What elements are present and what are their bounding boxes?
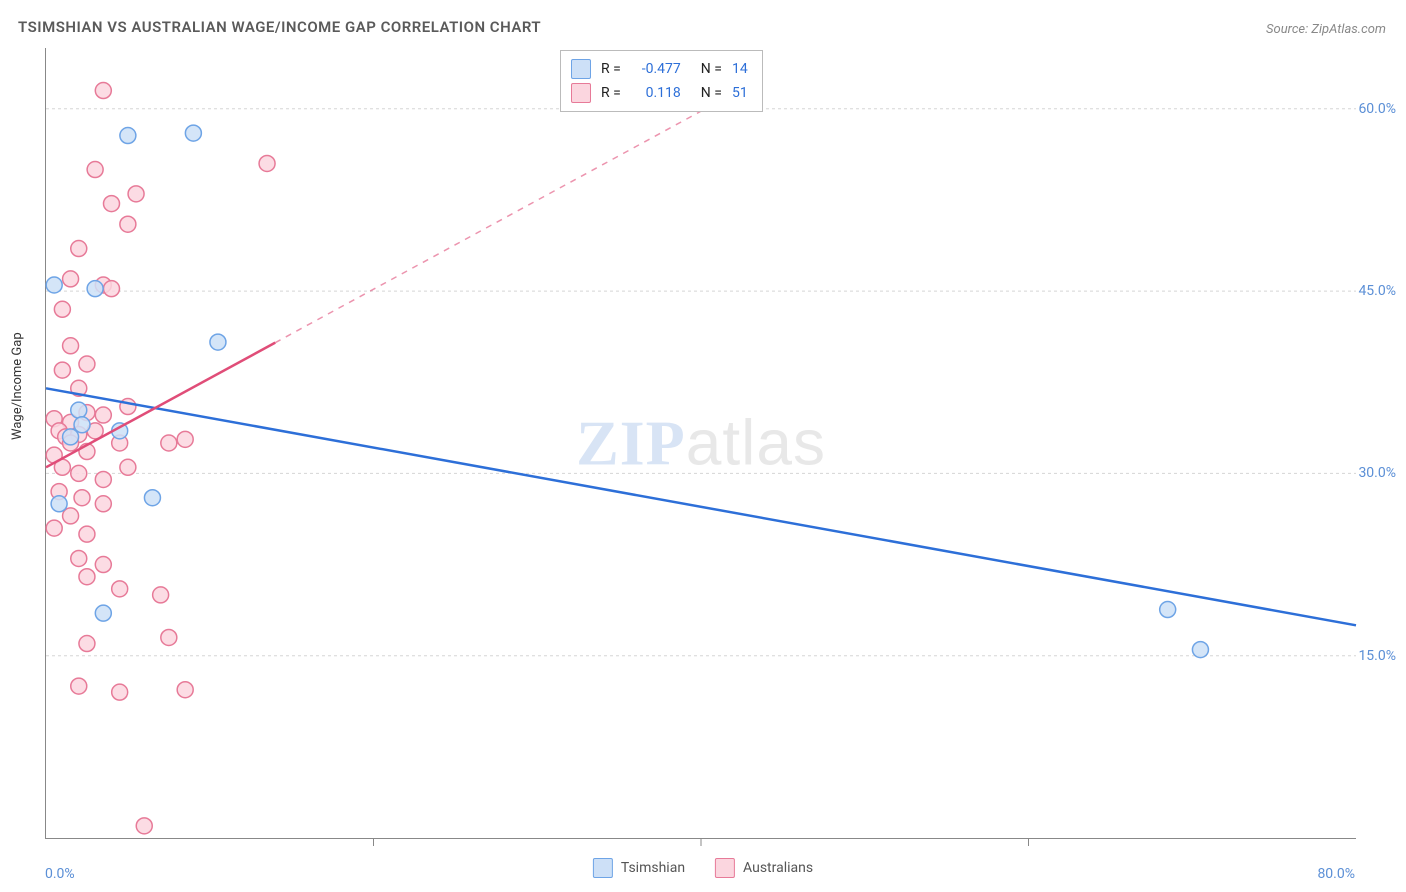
n-value: 51: [732, 81, 748, 105]
legend-item: Tsimshian: [593, 858, 685, 878]
stats-legend-box: R = -0.477 N = 14 R = 0.118 N = 51: [560, 50, 763, 112]
r-label: R =: [601, 57, 621, 81]
y-axis-label: Wage/Income Gap: [10, 332, 25, 440]
chart-svg: [46, 48, 1356, 838]
legend-label: Australians: [743, 860, 813, 876]
australians-point: [71, 465, 87, 481]
tsimshian-point: [1160, 602, 1176, 618]
australians-point: [95, 496, 111, 512]
australians-point: [104, 281, 120, 297]
australians-point: [153, 587, 169, 603]
y-tick-label: 45.0%: [1358, 283, 1396, 299]
australians-point: [95, 407, 111, 423]
legend-label: Tsimshian: [621, 860, 685, 876]
australians-point: [63, 338, 79, 354]
tsimshian-point: [74, 417, 90, 433]
stats-legend-row: R = -0.477 N = 14: [571, 57, 748, 81]
r-label: R =: [601, 81, 621, 105]
australians-point: [79, 636, 95, 652]
legend-item: Australians: [715, 858, 813, 878]
australians-point: [120, 459, 136, 475]
tsimshian-point: [95, 605, 111, 621]
australians-point: [79, 526, 95, 542]
tsimshian-point: [210, 334, 226, 350]
australians-point: [74, 490, 90, 506]
r-value: -0.477: [631, 57, 681, 81]
australians-point: [161, 435, 177, 451]
australians-point: [259, 155, 275, 171]
tsimshian-point: [185, 125, 201, 141]
tsimshian-point: [144, 490, 160, 506]
legend-swatch-icon: [593, 858, 613, 878]
n-value: 14: [732, 57, 748, 81]
australians-point: [104, 196, 120, 212]
tsimshian-trendline: [46, 388, 1356, 625]
australians-point: [46, 520, 62, 536]
australians-point: [71, 678, 87, 694]
y-tick-label: 15.0%: [1358, 648, 1396, 664]
australians-point: [177, 682, 193, 698]
australians-point: [161, 629, 177, 645]
australians-point: [95, 471, 111, 487]
chart-container: TSIMSHIAN VS AUSTRALIAN WAGE/INCOME GAP …: [0, 0, 1406, 892]
australians-point: [112, 684, 128, 700]
r-value: 0.118: [631, 81, 681, 105]
tsimshian-point: [51, 496, 67, 512]
australians-point: [177, 431, 193, 447]
legend-swatch-icon: [571, 59, 591, 79]
australians-point: [112, 581, 128, 597]
australians-point: [71, 550, 87, 566]
x-tick-label: 80.0%: [1317, 866, 1355, 882]
australians-trendline-extrapolated: [275, 84, 750, 342]
chart-title: TSIMSHIAN VS AUSTRALIAN WAGE/INCOME GAP …: [18, 18, 541, 36]
tsimshian-point: [71, 402, 87, 418]
australians-point: [54, 362, 70, 378]
tsimshian-point: [87, 281, 103, 297]
australians-point: [79, 356, 95, 372]
tsimshian-point: [1192, 642, 1208, 658]
stats-legend-row: R = 0.118 N = 51: [571, 81, 748, 105]
legend-swatch-icon: [571, 83, 591, 103]
tsimshian-point: [120, 128, 136, 144]
australians-point: [87, 162, 103, 178]
plot-area: ZIPatlas: [45, 48, 1356, 839]
n-label: N =: [701, 81, 722, 105]
australians-point: [63, 508, 79, 524]
australians-point: [95, 557, 111, 573]
y-tick-label: 30.0%: [1358, 465, 1396, 481]
australians-point: [128, 186, 144, 202]
n-label: N =: [701, 57, 722, 81]
australians-point: [95, 83, 111, 99]
tsimshian-point: [46, 277, 62, 293]
legend-swatch-icon: [715, 858, 735, 878]
australians-point: [54, 301, 70, 317]
australians-point: [120, 216, 136, 232]
australians-point: [71, 241, 87, 257]
y-tick-label: 60.0%: [1358, 101, 1396, 117]
x-tick-label: 0.0%: [45, 866, 75, 882]
series-legend: Tsimshian Australians: [593, 858, 813, 878]
tsimshian-point: [63, 429, 79, 445]
source-attribution: Source: ZipAtlas.com: [1266, 22, 1386, 37]
australians-point: [79, 569, 95, 585]
australians-point: [136, 818, 152, 834]
australians-point: [63, 271, 79, 287]
